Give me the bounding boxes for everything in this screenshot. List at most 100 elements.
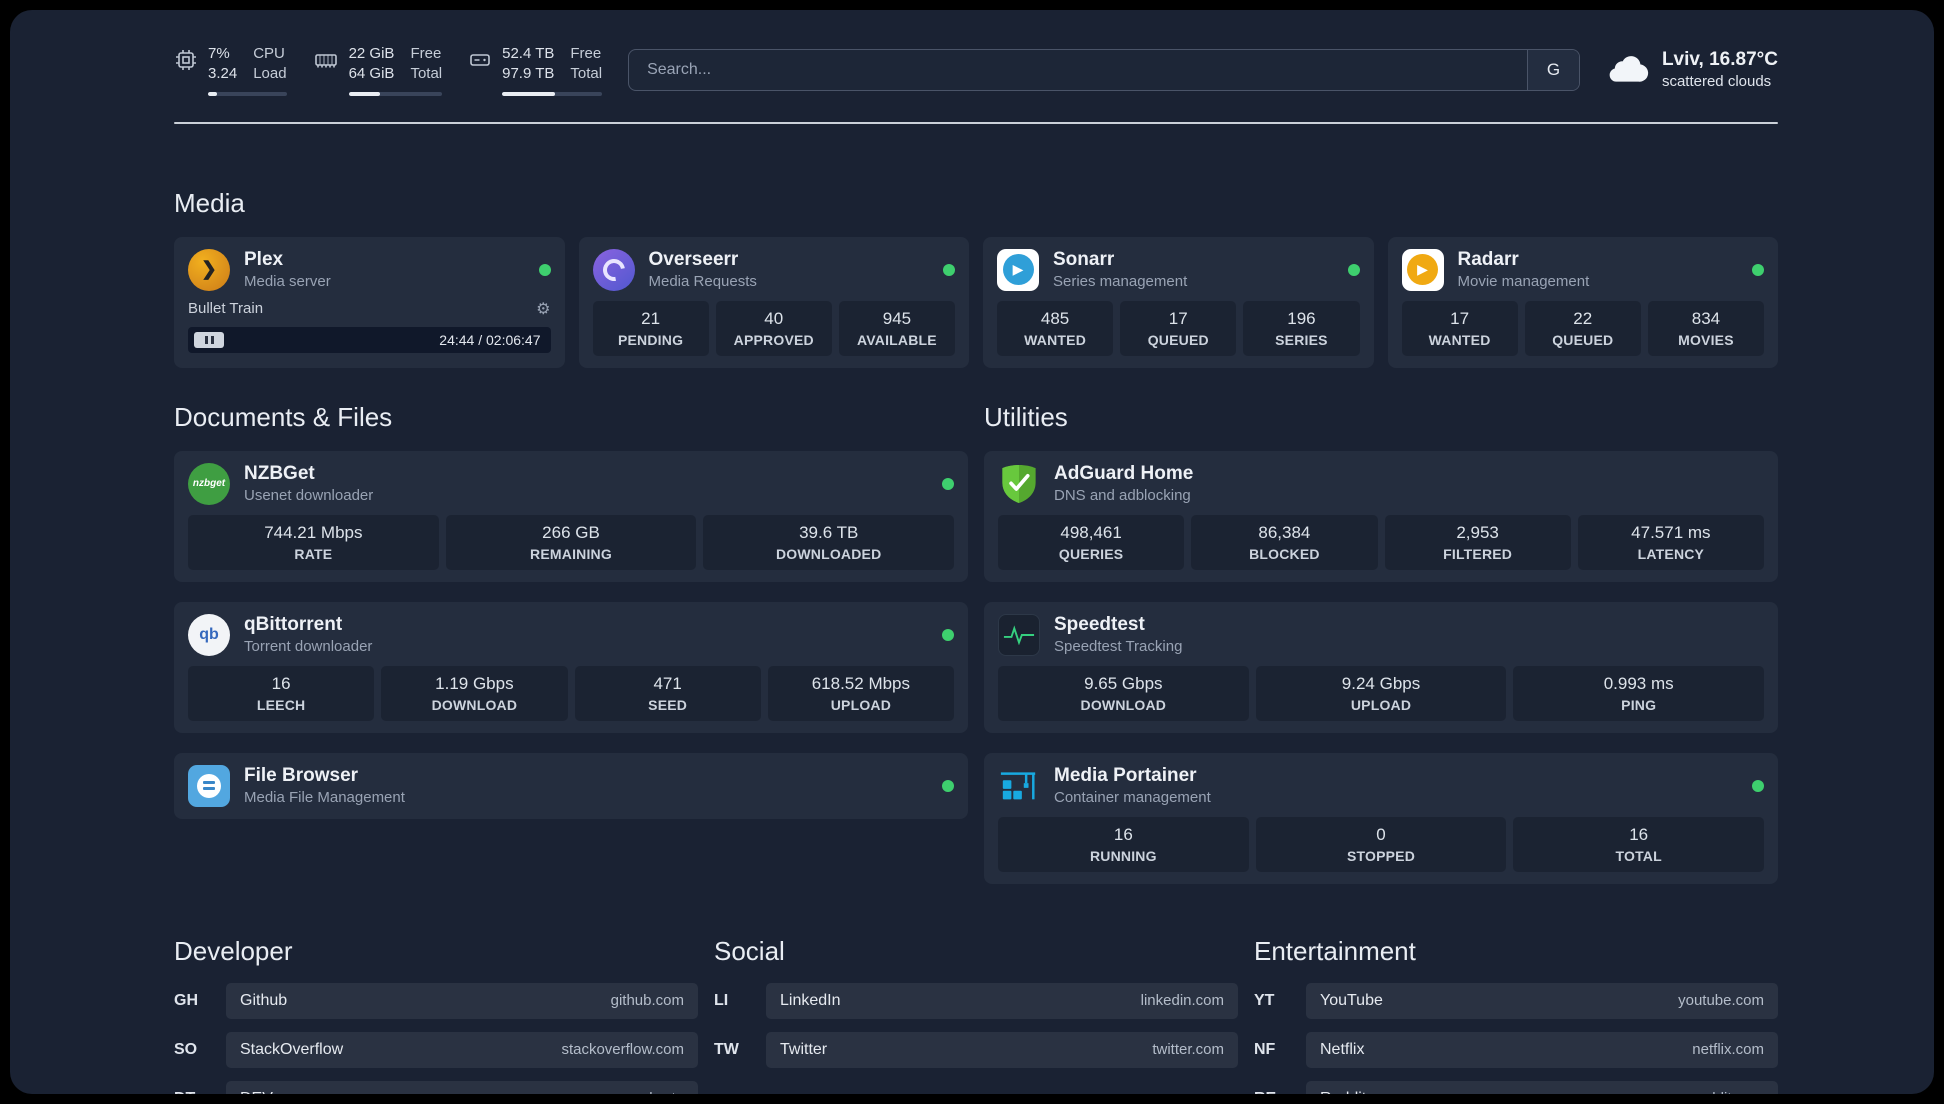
disk-monitor-body: 52.4 TB 97.9 TB Free Total xyxy=(502,44,603,96)
stat-tile: 21 PENDING xyxy=(592,300,709,356)
stat-tile: 945 AVAILABLE xyxy=(838,300,956,356)
documents-section-title: Documents & Files xyxy=(174,401,393,432)
bookmark-link-linkedin[interactable]: LinkedIn linkedin.com xyxy=(766,982,1238,1019)
stats-row: 744.21 Mbps RATE 266 GB REMAINING 39.6 T… xyxy=(188,514,955,570)
app-card-radarr[interactable]: ▶ Radarr Movie management 17 WANTED xyxy=(1387,236,1778,368)
pause-button[interactable] xyxy=(194,331,224,348)
status-dot xyxy=(942,779,954,792)
app-subtitle: Movie management xyxy=(1457,273,1590,290)
app-card-sonarr[interactable]: ▶ Sonarr Series management 485 WANTED xyxy=(983,236,1374,368)
ram-progress-bar xyxy=(348,91,443,96)
disk-free-value: 52.4 TB xyxy=(502,45,555,62)
app-card-plex[interactable]: ❯ Plex Media server Bullet Train ⚙ xyxy=(174,236,565,368)
disk-total-value: 97.9 TB xyxy=(502,65,555,83)
now-playing-title: Bullet Train xyxy=(188,300,264,317)
bookmark-item: RE Reddit reddit.com xyxy=(1254,1080,1778,1095)
stat-tile: 196 SERIES xyxy=(1243,300,1360,356)
disk-monitor: 52.4 TB 97.9 TB Free Total xyxy=(468,44,603,96)
stats-row: 485 WANTED 17 QUEUED 196 SERIES xyxy=(997,300,1360,356)
bookmark-link-github[interactable]: Github github.com xyxy=(226,982,698,1019)
search-engine-button[interactable]: G xyxy=(1526,49,1579,90)
bookmark-item: LI LinkedIn linkedin.com xyxy=(714,982,1238,1019)
status-dot xyxy=(1347,263,1360,276)
stat-tile: 1.19 Gbps DOWNLOAD xyxy=(381,665,568,721)
bookmark-link-netflix[interactable]: Netflix netflix.com xyxy=(1306,1031,1778,1068)
sonarr-icon: ▶ xyxy=(997,248,1039,291)
cpu-load-value: 3.24 xyxy=(208,65,238,83)
app-name: qBittorrent xyxy=(244,614,343,635)
app-card-speedtest[interactable]: Speedtest Speedtest Tracking 9.65 Gbps D… xyxy=(984,601,1778,733)
stat-tile: 498,461 QUERIES xyxy=(998,514,1185,570)
player-settings-gear-icon[interactable]: ⚙ xyxy=(536,300,551,318)
disk-progress-bar xyxy=(502,91,603,96)
app-subtitle: Torrent downloader xyxy=(244,638,373,655)
ram-free-label: Free xyxy=(410,45,442,62)
playback-progress-bar[interactable]: 24:44 / 02:06:47 xyxy=(188,326,551,353)
cpu-label: CPU xyxy=(253,45,285,62)
weather-widget[interactable]: Lviv, 16.87°C scattered clouds xyxy=(1606,49,1778,90)
plex-now-playing: Bullet Train ⚙ 24:44 / 02:06:47 xyxy=(188,299,551,353)
cloud-icon xyxy=(1606,51,1650,88)
hard-drive-icon xyxy=(468,48,492,77)
bookmark-link-youtube[interactable]: YouTube youtube.com xyxy=(1306,982,1778,1019)
app-card-portainer[interactable]: Media Portainer Container management 16 … xyxy=(984,752,1778,884)
system-monitors: 7% 3.24 CPU Load xyxy=(174,44,603,96)
stat-tile: 17 QUEUED xyxy=(1120,300,1237,356)
cpu-monitor-body: 7% 3.24 CPU Load xyxy=(208,44,287,96)
media-section-title: Media xyxy=(174,187,245,218)
radarr-icon: ▶ xyxy=(1401,248,1444,291)
bookmark-link-reddit[interactable]: Reddit reddit.com xyxy=(1306,1080,1778,1094)
stat-tile: 0.993 ms PING xyxy=(1513,665,1765,721)
stat-tile: 834 MOVIES xyxy=(1647,300,1765,356)
stat-tile: 40 APPROVED xyxy=(715,300,832,356)
app-card-adguard[interactable]: AdGuard Home DNS and adblocking 498,461 … xyxy=(984,450,1778,582)
app-meta: Radarr Movie management xyxy=(1458,249,1590,290)
app-card-qbittorrent[interactable]: qb qBittorrent Torrent downloader 16 LEE… xyxy=(174,601,968,733)
bookmark-link-dev[interactable]: DEV dev.to xyxy=(226,1080,698,1094)
stat-tile: 22 QUEUED xyxy=(1524,300,1641,356)
app-subtitle: Media File Management xyxy=(244,789,405,806)
app-subtitle: Usenet downloader xyxy=(244,487,374,504)
weather-condition: scattered clouds xyxy=(1661,73,1772,91)
app-subtitle: Container management xyxy=(1054,789,1211,806)
bookmark-item: TW Twitter twitter.com xyxy=(714,1031,1238,1068)
weather-text: Lviv, 16.87°C scattered clouds xyxy=(1662,49,1778,90)
social-group-title: Social xyxy=(714,935,785,966)
bookmark-abbr: RE xyxy=(1254,1090,1306,1095)
app-card-overseerr[interactable]: Overseerr Media Requests 21 PENDING 40 A… xyxy=(578,236,969,368)
ram-icon xyxy=(313,48,339,77)
overseerr-icon xyxy=(592,248,635,291)
bookmark-item: SO StackOverflow stackoverflow.com xyxy=(174,1031,698,1068)
bookmarks-area: Developer GH Github github.com SO StackO… xyxy=(174,935,1778,1095)
bookmark-abbr: GH xyxy=(174,991,198,1009)
disk-total-label: Total xyxy=(570,65,603,83)
bookmark-abbr: SO xyxy=(174,1040,198,1058)
status-dot xyxy=(942,628,954,641)
app-meta: NZBGet Usenet downloader xyxy=(244,463,373,504)
cpu-progress-bar xyxy=(208,91,287,96)
cpu-usage-value: 7% xyxy=(208,45,230,62)
app-card-nzbget[interactable]: nzbget NZBGet Usenet downloader 744.21 M… xyxy=(174,450,968,582)
app-subtitle: DNS and adblocking xyxy=(1054,487,1191,504)
app-name: File Browser xyxy=(244,765,359,786)
developer-group-title: Developer xyxy=(174,935,293,966)
stat-tile: 0 STOPPED xyxy=(1255,816,1507,872)
app-meta: Speedtest Speedtest Tracking xyxy=(1054,614,1182,655)
stat-tile: 9.65 Gbps DOWNLOAD xyxy=(998,665,1249,721)
stat-tile: 16 RUNNING xyxy=(998,816,1249,872)
top-bar: 7% 3.24 CPU Load xyxy=(174,44,1778,96)
section-documents: Documents & Files nzbget NZBGet Usenet d… xyxy=(174,402,968,884)
portainer-icon xyxy=(998,765,1040,807)
bookmark-link-twitter[interactable]: Twitter twitter.com xyxy=(766,1031,1238,1068)
stat-tile: 16 TOTAL xyxy=(1513,816,1765,872)
stat-tile: 485 WANTED xyxy=(997,300,1114,356)
bookmark-abbr: YT xyxy=(1254,991,1275,1009)
bookmark-link-stackoverflow[interactable]: StackOverflow stackoverflow.com xyxy=(226,1031,698,1068)
search-input[interactable] xyxy=(629,49,1527,90)
app-card-filebrowser[interactable]: File Browser Media File Management xyxy=(174,752,968,819)
app-subtitle: Series management xyxy=(1053,273,1188,290)
stats-row: 9.65 Gbps DOWNLOAD 9.24 Gbps UPLOAD 0.99… xyxy=(998,665,1765,721)
app-name: Radarr xyxy=(1457,249,1519,270)
stat-tile: 266 GB REMAINING xyxy=(445,514,697,570)
status-dot xyxy=(538,263,551,276)
